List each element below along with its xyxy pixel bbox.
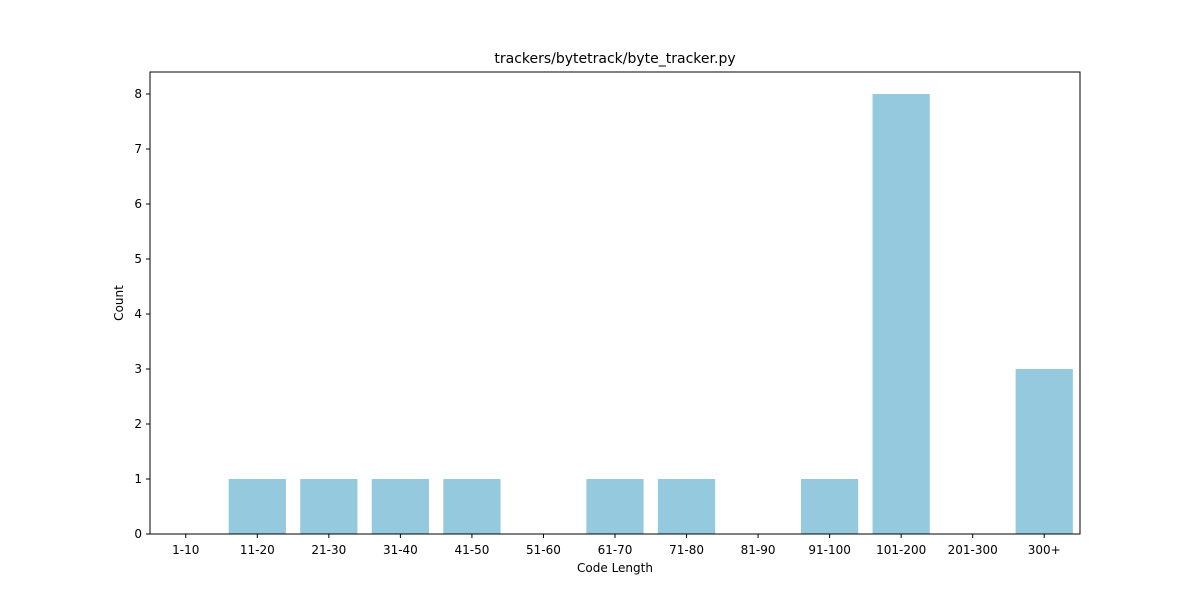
bar-101-200	[872, 94, 930, 534]
x-axis-title: Code Length	[577, 561, 653, 575]
bar-91-100	[801, 479, 859, 534]
x-tick-label: 91-100	[808, 543, 851, 557]
plot-frame	[149, 71, 1081, 535]
x-tick-label: 300+	[1028, 543, 1061, 557]
x-tick-label: 71-80	[669, 543, 704, 557]
y-tick-label: 5	[134, 252, 142, 266]
x-tick-label: 51-60	[526, 543, 561, 557]
bars-group	[228, 94, 1073, 534]
x-tick-label: 101-200	[876, 543, 926, 557]
bar-21-30	[300, 479, 358, 534]
bar-31-40	[371, 479, 429, 534]
y-tick-label: 3	[134, 362, 142, 376]
y-tick-label: 6	[134, 197, 142, 211]
x-axis-ticks: 1-10 11-20 21-30 31-40 41-50 51-60 61-70 71-80 8…	[172, 534, 1061, 557]
x-tick-label: 1-10	[172, 543, 199, 557]
y-tick-label: 4	[134, 307, 142, 321]
y-tick-label: 7	[134, 142, 142, 156]
y-tick-label: 8	[134, 87, 142, 101]
bar-71-80	[657, 479, 716, 534]
y-tick-label: 0	[134, 527, 142, 541]
bar-41-50	[443, 479, 501, 534]
y-axis-title: Count	[112, 285, 126, 321]
chart-title: trackers/bytetrack/byte_tracker.py	[494, 51, 735, 67]
x-tick-label: 41-50	[454, 543, 489, 557]
y-tick-label: 2	[134, 417, 142, 431]
x-tick-label: 31-40	[383, 543, 418, 557]
y-axis-ticks: 0 1 2 3 4 5 6 7 8	[134, 87, 150, 541]
y-tick-label: 1	[134, 472, 142, 486]
bar-300+	[1015, 369, 1073, 534]
x-tick-label: 201-300	[948, 543, 998, 557]
x-tick-label: 21-30	[311, 543, 346, 557]
bar-61-70	[586, 479, 644, 534]
x-tick-label: 81-90	[741, 543, 776, 557]
x-tick-label: 11-20	[240, 543, 275, 557]
x-tick-label: 61-70	[598, 543, 633, 557]
bar-11-20	[228, 479, 286, 534]
